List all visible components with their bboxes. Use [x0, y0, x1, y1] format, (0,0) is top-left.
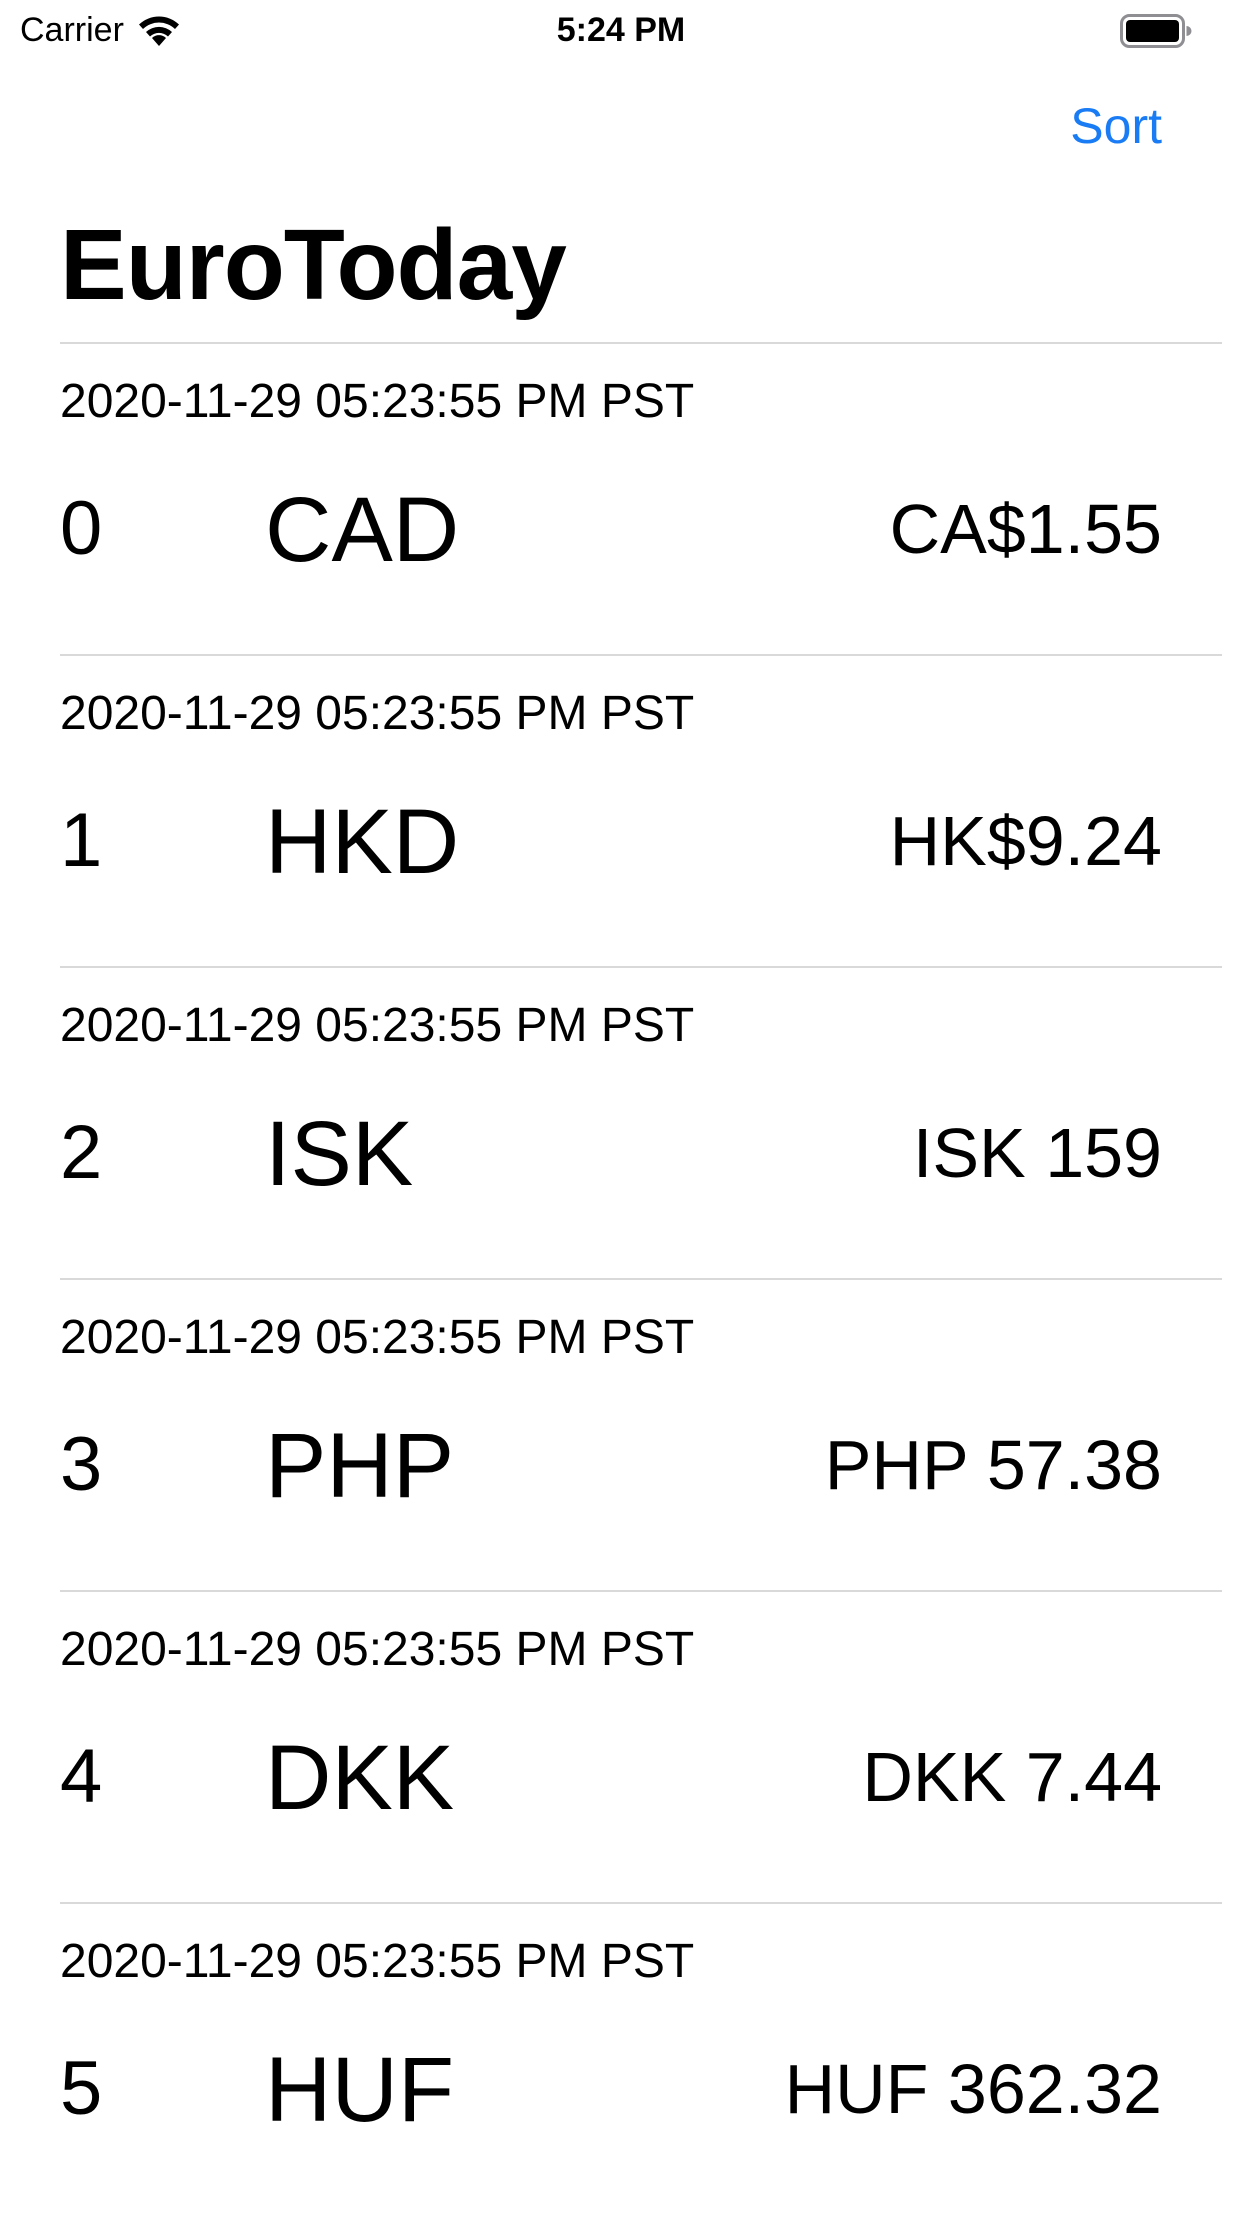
row-rate-value: ISK 159: [912, 1114, 1162, 1192]
rate-row-dkk[interactable]: 2020-11-29 05:23:55 PM PST 4 DKK DKK 7.4…: [60, 1590, 1222, 1902]
row-currency-code: HKD: [265, 791, 460, 893]
row-timestamp: 2020-11-29 05:23:55 PM PST: [60, 1935, 695, 1988]
rate-row-php[interactable]: 2020-11-29 05:23:55 PM PST 3 PHP PHP 57.…: [60, 1278, 1222, 1590]
row-timestamp: 2020-11-29 05:23:55 PM PST: [60, 375, 695, 428]
row-rate-value: PHP 57.38: [824, 1426, 1162, 1504]
row-timestamp: 2020-11-29 05:23:55 PM PST: [60, 1311, 695, 1364]
rate-row-hkd[interactable]: 2020-11-29 05:23:55 PM PST 1 HKD HK$9.24: [60, 654, 1222, 966]
row-index: 1: [60, 798, 103, 883]
row-currency-code: DKK: [265, 1727, 455, 1829]
row-rate-value: HK$9.24: [889, 802, 1162, 880]
row-rate-value: DKK 7.44: [862, 1738, 1162, 1816]
carrier-label: Carrier: [20, 11, 124, 49]
row-index: 5: [60, 2046, 103, 2131]
row-currency-code: ISK: [265, 1103, 414, 1205]
row-currency-code: PHP: [265, 1415, 455, 1517]
row-index: 2: [60, 1110, 103, 1195]
row-timestamp: 2020-11-29 05:23:55 PM PST: [60, 999, 695, 1052]
status-bar: Carrier 5:24 PM: [0, 0, 1242, 60]
rate-row-isk[interactable]: 2020-11-29 05:23:55 PM PST 2 ISK ISK 159: [60, 966, 1222, 1278]
carrier-group: Carrier: [20, 8, 182, 52]
rates-list: 2020-11-29 05:23:55 PM PST 0 CAD CA$1.55…: [0, 342, 1242, 2214]
row-rate-value: HUF 362.32: [784, 2050, 1162, 2128]
row-index: 4: [60, 1734, 103, 1819]
wifi-icon: [138, 16, 179, 46]
row-index: 0: [60, 486, 103, 571]
battery-icon: [1120, 14, 1192, 48]
sort-button[interactable]: Sort: [1070, 98, 1162, 154]
status-time: 5:24 PM: [556, 11, 686, 49]
row-timestamp: 2020-11-29 05:23:55 PM PST: [60, 687, 695, 740]
row-timestamp: 2020-11-29 05:23:55 PM PST: [60, 1623, 695, 1676]
row-index: 3: [60, 1422, 103, 1507]
row-currency-code: HUF: [265, 2039, 455, 2141]
row-rate-value: CA$1.55: [889, 490, 1162, 568]
rate-row-huf[interactable]: 2020-11-29 05:23:55 PM PST 5 HUF HUF 362…: [60, 1902, 1222, 2214]
page-title: EuroToday: [60, 209, 567, 321]
rate-row-cad[interactable]: 2020-11-29 05:23:55 PM PST 0 CAD CA$1.55: [60, 342, 1222, 654]
row-currency-code: CAD: [265, 479, 460, 581]
